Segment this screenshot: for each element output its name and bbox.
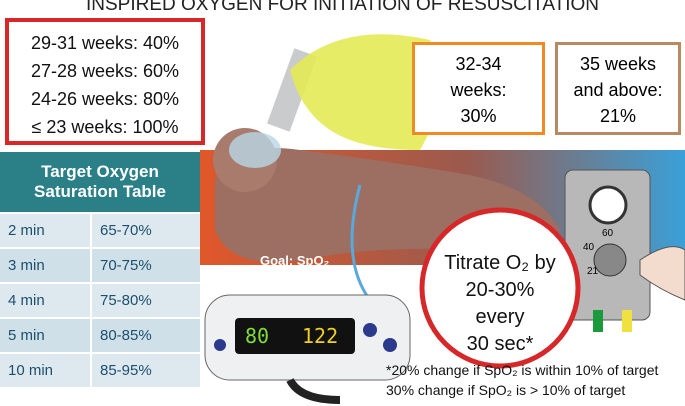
text: Goal: SpO₂ — [260, 253, 330, 268]
button — [214, 339, 226, 351]
table-cell: 80-85% — [100, 327, 152, 344]
table-row: 10 min 85-95% — [0, 352, 200, 387]
table-cell: 2 min — [0, 214, 92, 247]
table-cell: 75-80% — [100, 292, 152, 309]
text: Target Oxygen — [41, 162, 159, 181]
text: 30% — [460, 106, 497, 126]
table-cell: 5 min — [0, 319, 92, 352]
text: 24-26 weeks: 80% — [30, 89, 180, 109]
titrate: Titrate O₂ by 20-30% every 30 sec* — [440, 250, 560, 358]
dial-label: 40 — [583, 242, 595, 253]
goal: Goal: SpO₂ > 80% by 5 min — [238, 252, 332, 288]
box-32-34: 32-34 weeks: 30% — [412, 42, 545, 135]
table-cell: 70-75% — [100, 257, 152, 274]
table-cell: 3 min — [0, 249, 92, 282]
text: *20% change if SpO₂ is within 10% of tar… — [386, 362, 659, 378]
saturation-table: Target Oxygen Saturation Table 2 min 65-7… — [0, 152, 200, 387]
text: 29-31 weeks: 40% — [30, 33, 180, 53]
port — [622, 310, 632, 332]
text: 30 sec* — [466, 333, 534, 355]
button — [383, 338, 397, 352]
table-cell: 65-70% — [100, 222, 152, 239]
cord — [286, 377, 341, 404]
hr-reading: 122 — [302, 324, 339, 348]
table-cell: 10 min — [0, 354, 92, 387]
table-cell: 4 min — [0, 284, 92, 317]
table-row: 4 min 75-80% — [0, 282, 200, 317]
text: > 80% by 5 min — [238, 271, 332, 286]
box-35-up: 35 weeks and above: 21% — [555, 42, 681, 135]
text: Saturation Table — [34, 182, 166, 201]
text: 35 weeks — [579, 54, 657, 74]
table-row: 2 min 65-70% — [0, 212, 200, 247]
spo2-reading: 80 — [245, 324, 270, 348]
button — [363, 323, 377, 337]
dial-label: 60 — [602, 228, 614, 239]
text: 30% change if SpO₂ is > 10% of target — [386, 382, 626, 398]
gauge — [588, 185, 628, 225]
text: 32-34 — [455, 54, 502, 74]
titrate-circle — [419, 207, 581, 369]
title: INSPIRED OXYGEN FOR INITIATION OF RESUSC… — [85, 0, 600, 15]
table-row: 3 min 70-75% — [0, 247, 200, 282]
table-cell: 85-95% — [100, 362, 152, 379]
monitor-screen — [235, 318, 355, 354]
footnote: *20% change if SpO₂ is within 10% of tar… — [386, 360, 658, 400]
hand — [639, 246, 685, 301]
text: weeks: — [450, 80, 507, 100]
table-header: Target Oxygen Saturation Table — [0, 152, 200, 212]
knob — [593, 243, 627, 277]
text: 27-28 weeks: 60% — [30, 61, 180, 81]
glove — [290, 34, 438, 150]
text: 20-30% every — [465, 279, 535, 328]
mask — [229, 132, 281, 168]
text: and above: — [573, 80, 663, 100]
text: ≤ 23 weeks: 100% — [31, 117, 179, 137]
table-row: 5 min 80-85% — [0, 317, 200, 352]
text: 21% — [599, 106, 637, 126]
text: Titrate O₂ by — [444, 252, 556, 274]
preterm-box: 29-31 weeks: 40% 27-28 weeks: 60% 24-26 … — [5, 18, 205, 145]
port — [593, 310, 603, 332]
dial-label: 21 — [587, 266, 599, 277]
